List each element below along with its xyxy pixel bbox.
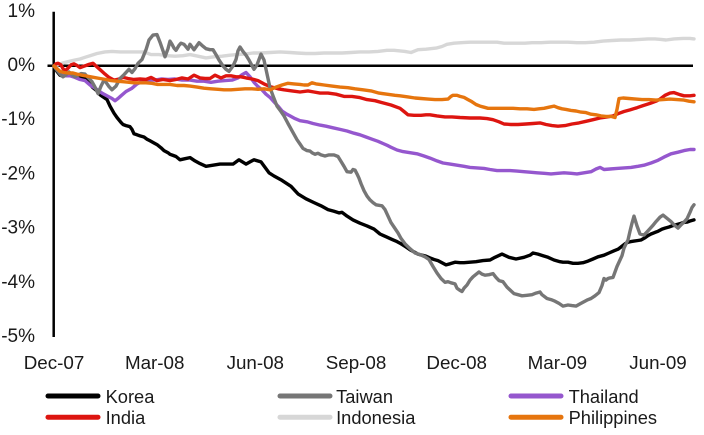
- svg-text:Sep-08: Sep-08: [326, 352, 387, 373]
- svg-text:-1%: -1%: [1, 109, 35, 130]
- svg-text:Jun-09: Jun-09: [629, 352, 686, 373]
- svg-text:Jun-08: Jun-08: [227, 352, 284, 373]
- svg-text:-3%: -3%: [1, 218, 35, 239]
- svg-text:-2%: -2%: [1, 163, 35, 184]
- svg-text:Indonesia: Indonesia: [336, 407, 416, 428]
- svg-text:Dec-07: Dec-07: [24, 352, 85, 373]
- svg-text:Korea: Korea: [106, 386, 156, 407]
- svg-text:Philippines: Philippines: [569, 407, 657, 428]
- svg-text:India: India: [106, 407, 146, 428]
- svg-text:Taiwan: Taiwan: [336, 386, 393, 407]
- svg-text:Mar-08: Mar-08: [125, 352, 185, 373]
- svg-text:-5%: -5%: [1, 326, 35, 347]
- svg-text:-4%: -4%: [1, 272, 35, 293]
- svg-text:Mar-09: Mar-09: [528, 352, 588, 373]
- svg-text:Thailand: Thailand: [569, 386, 639, 407]
- svg-text:0%: 0%: [8, 55, 36, 76]
- svg-text:1%: 1%: [8, 1, 36, 22]
- svg-text:Dec-08: Dec-08: [426, 352, 487, 373]
